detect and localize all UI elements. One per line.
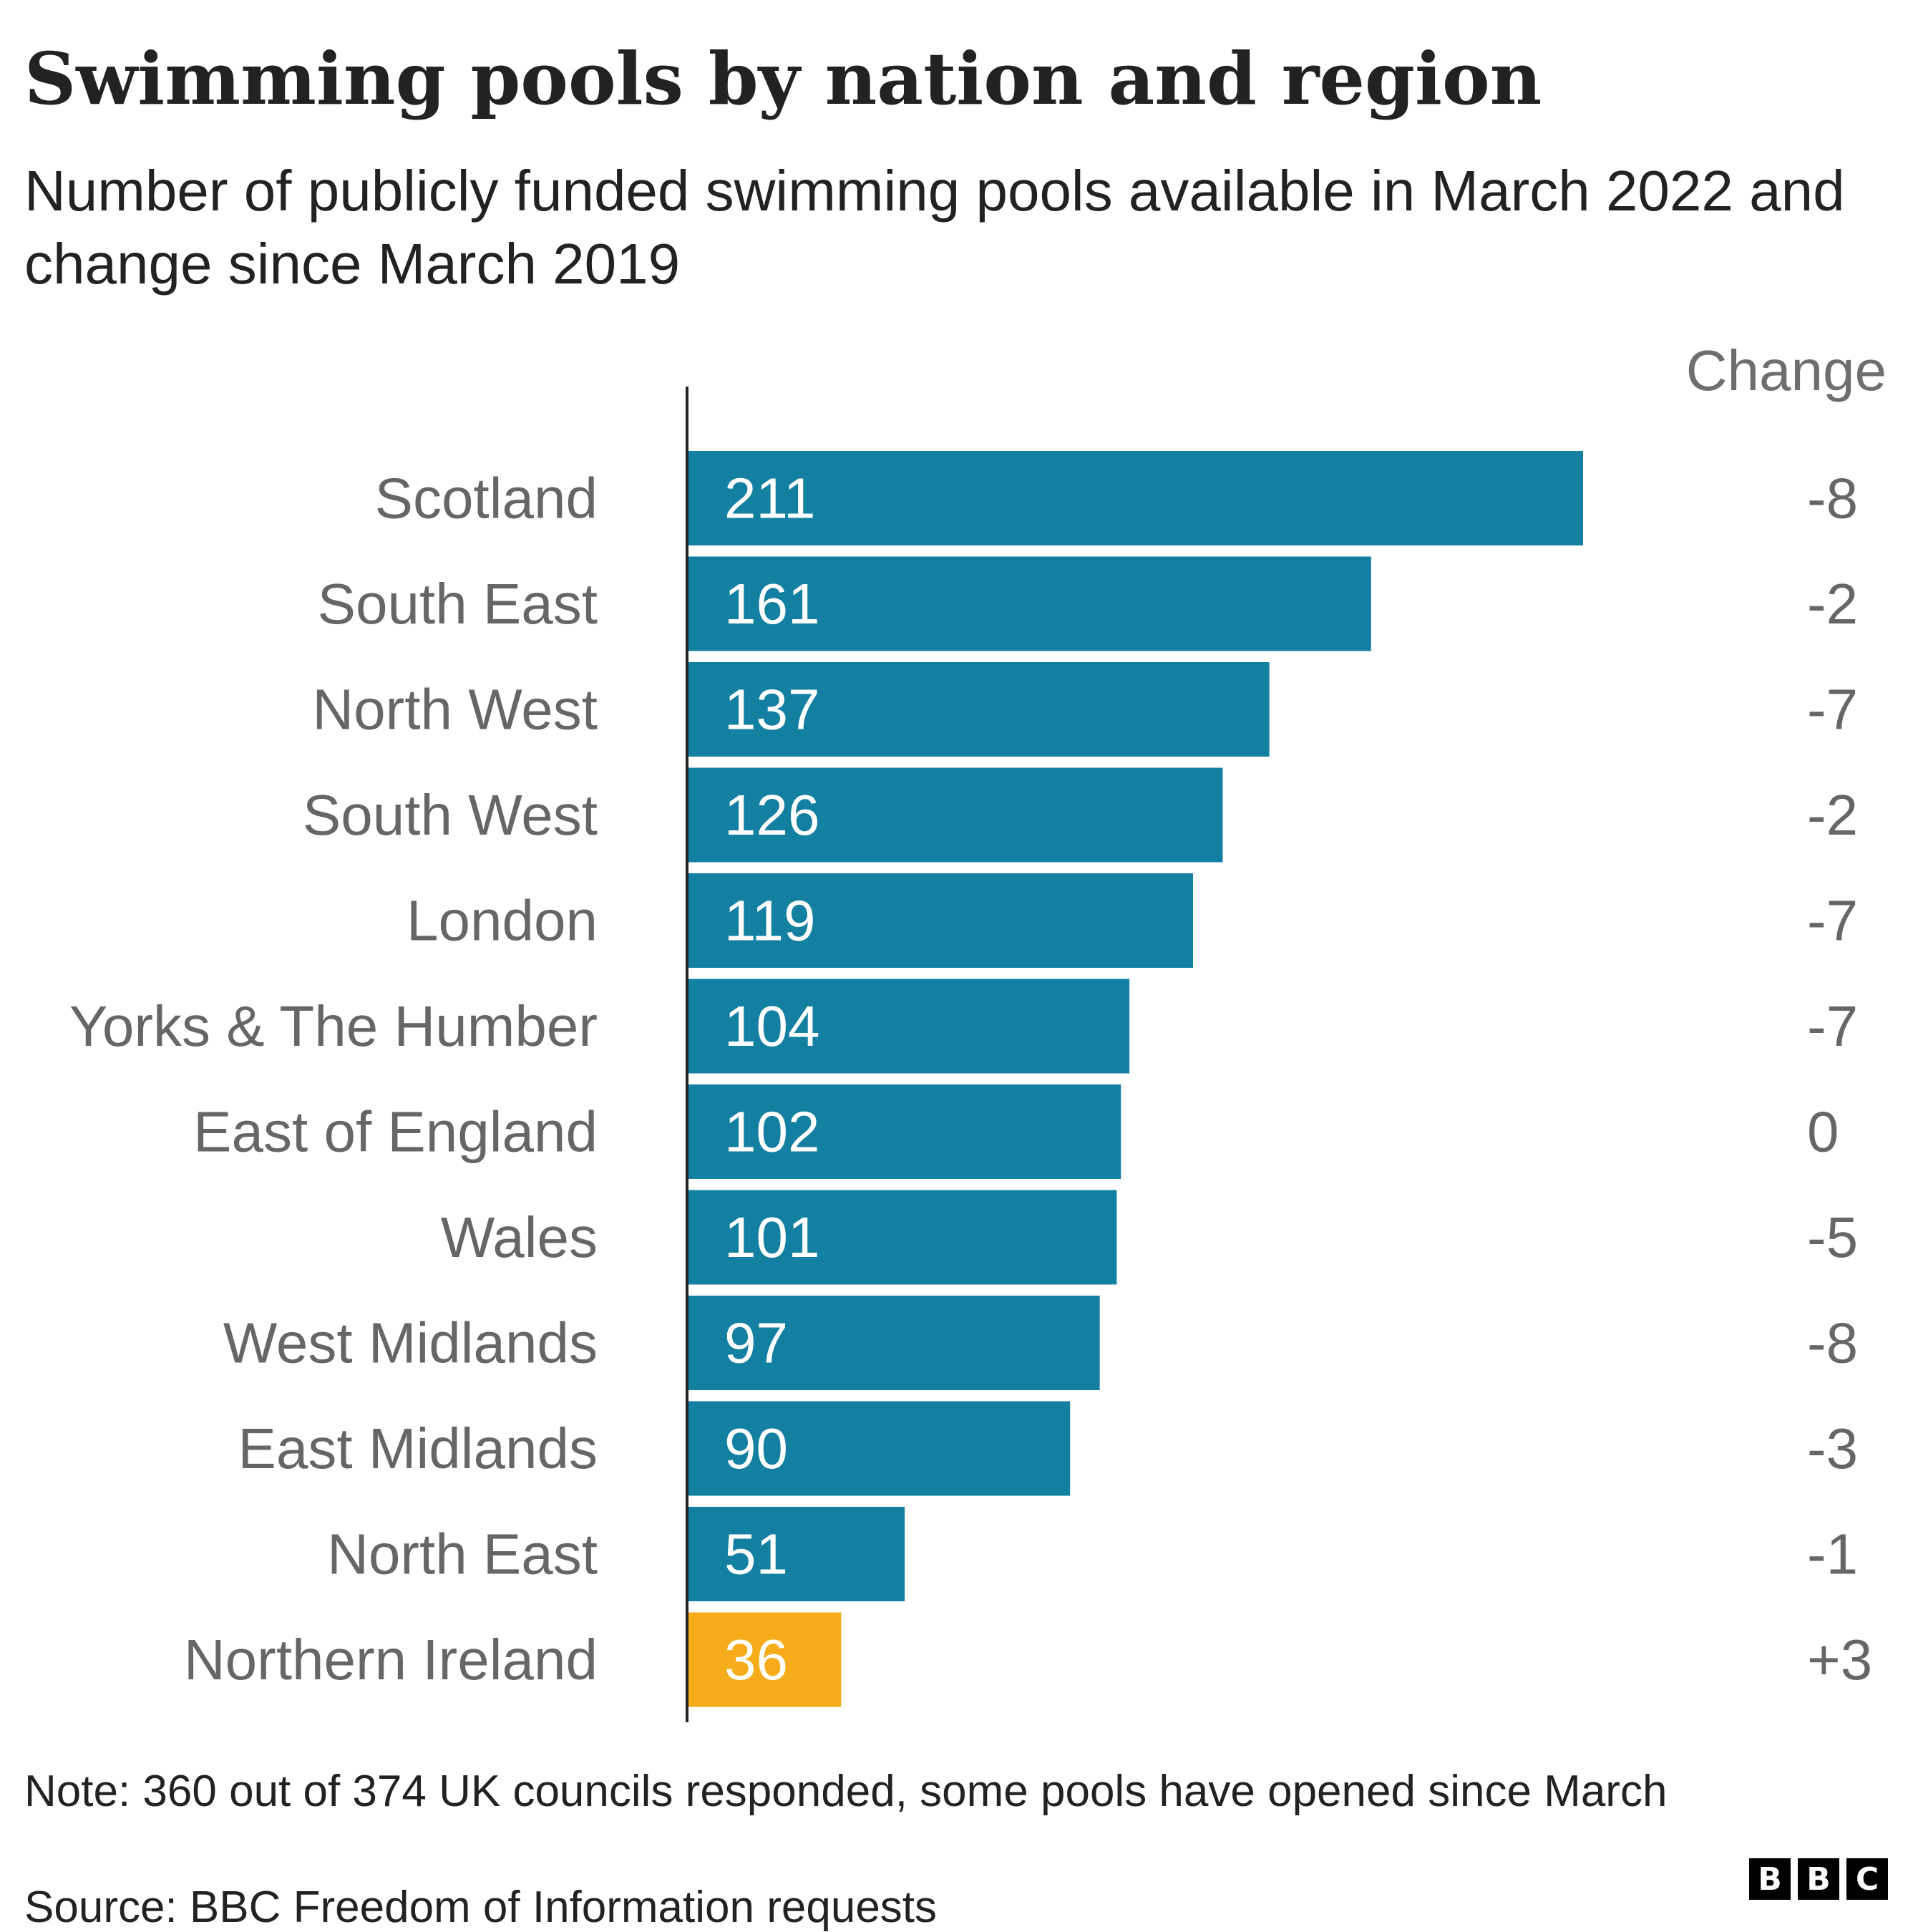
change-value: -8 — [1807, 467, 1858, 530]
bar — [688, 1612, 842, 1707]
category-label: Scotland — [375, 467, 598, 530]
change-value: -7 — [1807, 994, 1858, 1058]
bar — [688, 451, 1583, 545]
bbc-logo-letter: C — [1846, 1858, 1888, 1900]
bar — [688, 556, 1371, 651]
bar — [688, 1190, 1117, 1285]
bar-chart: Scotland 211 -8 South East 161 -2 North West 13… — [69, 387, 1872, 1722]
bar-value-label: 211 — [724, 467, 816, 530]
category-label: North East — [327, 1523, 598, 1586]
category-label: West Midlands — [223, 1311, 598, 1375]
bar — [688, 1084, 1121, 1179]
bar — [688, 873, 1193, 968]
bbc-logo-letter: B — [1749, 1858, 1791, 1900]
bar-value-label: 101 — [724, 1205, 819, 1269]
chart-source: Source: BBC Freedom of Information reque… — [24, 1883, 938, 1932]
chart-subtitle: Number of publicly funded swimming pools… — [24, 159, 1845, 296]
change-value: -7 — [1807, 678, 1858, 742]
bar-value-label: 102 — [724, 1100, 819, 1164]
bar-value-label: 97 — [724, 1311, 788, 1375]
bbc-logo-letter: B — [1798, 1858, 1839, 1900]
category-label: South East — [318, 572, 598, 636]
category-label: London — [407, 889, 598, 953]
bbc-logo: B B C — [1749, 1858, 1888, 1900]
bar-value-label: 126 — [724, 783, 819, 847]
bar — [688, 1296, 1100, 1390]
change-value: -2 — [1807, 783, 1858, 847]
bar — [688, 767, 1223, 863]
bar-value-label: 36 — [724, 1628, 788, 1691]
chart-note: Note: 360 out of 374 UK councils respond… — [24, 1767, 1668, 1816]
bar-value-label: 161 — [724, 572, 819, 636]
bar — [688, 979, 1130, 1074]
bar-value-label: 90 — [724, 1417, 788, 1480]
bar — [688, 662, 1270, 757]
change-column-header: Change — [1685, 339, 1887, 402]
category-label: East Midlands — [238, 1417, 598, 1480]
change-value: -3 — [1807, 1417, 1858, 1480]
change-value: -8 — [1807, 1311, 1858, 1375]
bar — [688, 1507, 905, 1601]
category-label: Northern Ireland — [184, 1628, 598, 1691]
change-value: +3 — [1807, 1628, 1872, 1691]
bar — [688, 1401, 1071, 1496]
category-label: East of England — [193, 1100, 598, 1164]
change-value: 0 — [1807, 1100, 1839, 1164]
category-label: Yorks & The Humber — [69, 994, 598, 1058]
chart-title: Swimming pools by nation and region — [24, 37, 1542, 121]
category-label: North West — [312, 678, 598, 742]
change-value: -7 — [1807, 889, 1858, 953]
change-value: -2 — [1807, 572, 1858, 636]
bar-value-label: 137 — [724, 678, 819, 742]
change-value: -1 — [1807, 1523, 1858, 1586]
bar-value-label: 104 — [724, 994, 819, 1058]
bar-value-label: 51 — [724, 1523, 788, 1586]
category-label: Wales — [441, 1205, 598, 1269]
bar-value-label: 119 — [724, 889, 816, 953]
category-label: South West — [303, 783, 598, 847]
change-value: -5 — [1807, 1205, 1858, 1269]
